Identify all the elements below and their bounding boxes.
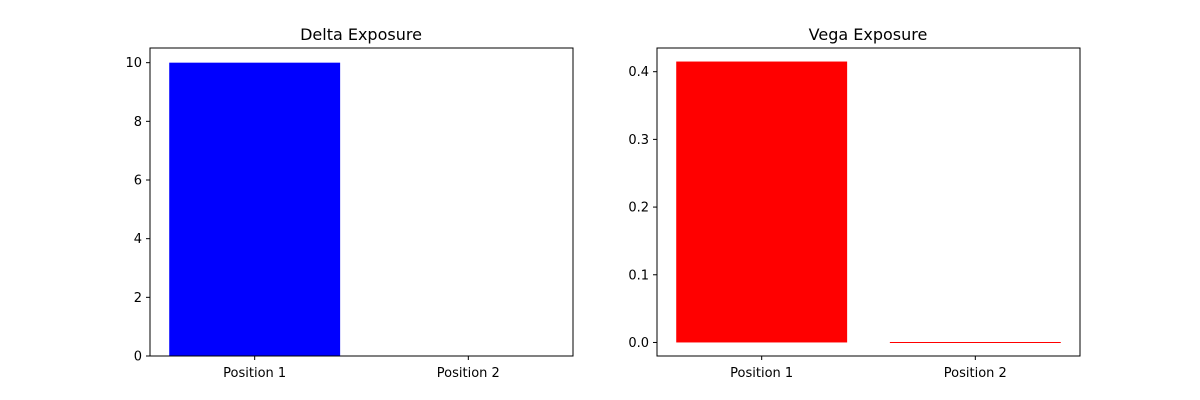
y-tick-label: 4 bbox=[134, 232, 142, 247]
y-tick-label: 8 bbox=[134, 115, 142, 130]
x-tick-label: Position 2 bbox=[437, 366, 500, 381]
x-tick-label: Position 1 bbox=[730, 366, 793, 381]
y-tick-label: 0.4 bbox=[628, 65, 649, 80]
y-tick-label: 10 bbox=[125, 56, 142, 71]
plot-frame bbox=[149, 47, 574, 357]
y-tick-label: 2 bbox=[134, 291, 142, 306]
chart-title: Delta Exposure bbox=[300, 25, 422, 44]
y-tick-label: 0 bbox=[134, 350, 142, 365]
chart-title: Vega Exposure bbox=[809, 25, 928, 44]
x-tick-label: Position 1 bbox=[223, 366, 286, 381]
y-tick-label: 0.2 bbox=[628, 201, 649, 216]
y-tick-label: 0.0 bbox=[628, 336, 649, 351]
y-tick-label: 0.3 bbox=[628, 133, 649, 148]
y-tick-label: 0.1 bbox=[628, 268, 649, 283]
plot-frame bbox=[656, 47, 1081, 357]
bar-1 bbox=[169, 62, 341, 357]
x-tick-label: Position 2 bbox=[944, 366, 1007, 381]
delta-exposure-chart: Delta Exposure Position 1 Position 2 0 2 4 6 8… bbox=[125, 25, 574, 381]
y-tick-label: 6 bbox=[134, 174, 142, 189]
bar-1 bbox=[676, 61, 848, 343]
vega-exposure-chart: Vega Exposure Position 1 Position 2 0.0 0.1… bbox=[628, 25, 1081, 381]
